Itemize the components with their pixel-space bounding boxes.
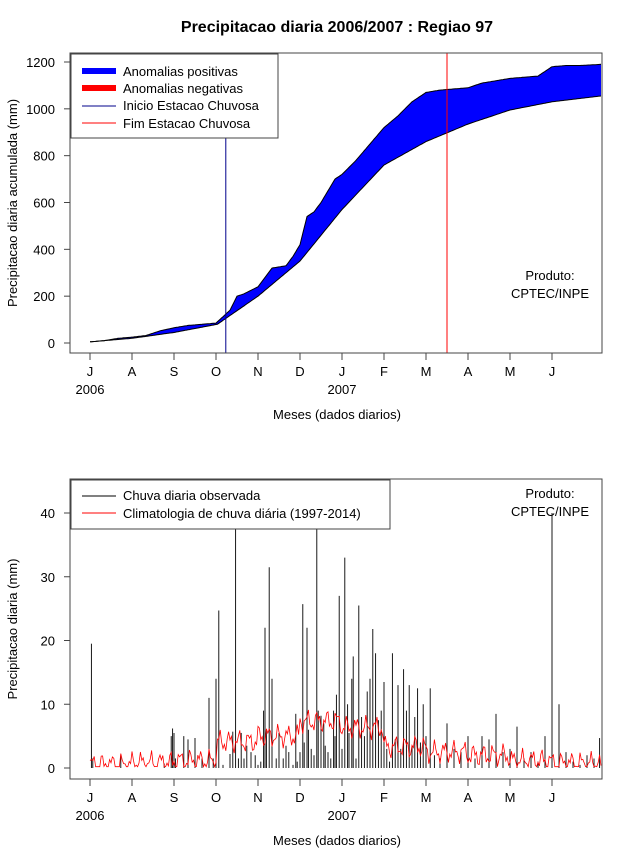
top-x-tick-label: M	[505, 364, 516, 379]
bottom-legend-box	[70, 479, 391, 530]
top-x-tick-label: D	[295, 364, 304, 379]
top-x-tick-label: S	[170, 364, 179, 379]
top-x-tick-label: O	[211, 364, 221, 379]
top-y-tick-label: 800	[33, 149, 55, 164]
top-x-tick-label: A	[128, 364, 137, 379]
legend-positive-label: Anomalias positivas	[123, 64, 238, 79]
observed-line	[89, 63, 602, 343]
top-legend: Anomalias positivas Anomalias negativas …	[70, 53, 279, 139]
top-x-tick-label: M	[421, 364, 432, 379]
legend-negative-label: Anomalias negativas	[123, 81, 243, 96]
bottom-x-tick-label: J	[87, 790, 94, 805]
top-annotation-line1: Produto:	[525, 268, 574, 283]
bottom-legend: Chuva diaria observada Climatologia de c…	[70, 479, 391, 530]
bottom-y-tick-label: 40	[41, 506, 55, 521]
top-y-axis-label: Precipitacao diaria acumulada (mm)	[5, 99, 20, 307]
top-y-tick-label: 400	[33, 242, 55, 257]
top-x-tick-label: J	[549, 364, 556, 379]
climatology-line	[89, 95, 602, 343]
top-x-tick-label: J	[87, 364, 94, 379]
top-x-tick-label: A	[464, 364, 473, 379]
bottom-x-tick-label: D	[295, 790, 304, 805]
bottom-x-tick-label: O	[211, 790, 221, 805]
bottom-y-axis-label: Precipitacao diaria (mm)	[5, 559, 20, 700]
daily-chart: 0 10 20 30 40 J A S O N D J F M A M J 2006 2007 Precipita…	[5, 478, 603, 848]
top-x-tick-label: N	[253, 364, 262, 379]
bottom-x-tick-label: J	[339, 790, 346, 805]
bottom-x-axis-label: Meses (dados diarios)	[273, 833, 401, 848]
bottom-y-tick-label: 10	[41, 697, 55, 712]
top-x-tick-label: F	[380, 364, 388, 379]
top-y-tick-label: 200	[33, 289, 55, 304]
legend-climatology-label: Climatologia de chuva diária (1997-2014)	[123, 506, 361, 521]
top-year-label: 2006	[76, 382, 105, 397]
bottom-plot-frame	[69, 478, 603, 780]
bottom-y-tick-label: 30	[41, 570, 55, 585]
positive-anomaly-area	[90, 64, 601, 342]
bottom-x-tick-label: A	[128, 790, 137, 805]
bottom-y-tick-label: 20	[41, 634, 55, 649]
top-x-tick-label: J	[339, 364, 346, 379]
top-year-label: 2007	[328, 382, 357, 397]
bottom-x-tick-label: F	[380, 790, 388, 805]
chart-title: Precipitacao diaria 2006/2007 : Regiao 9…	[181, 19, 493, 36]
bottom-x-tick-label: A	[464, 790, 473, 805]
bottom-x-tick-label: J	[549, 790, 556, 805]
bottom-x-tick-label: M	[421, 790, 432, 805]
top-y-tick-label: 0	[48, 336, 55, 351]
legend-start-label: Inicio Estacao Chuvosa	[123, 98, 260, 113]
top-y-tick-label: 600	[33, 196, 55, 211]
bottom-x-tick-label: M	[505, 790, 516, 805]
bottom-year-label: 2007	[328, 808, 357, 823]
bottom-x-tick-label: N	[253, 790, 262, 805]
bottom-annotation-line2: CPTEC/INPE	[511, 504, 589, 519]
bottom-annotation-line1: Produto:	[525, 486, 574, 501]
bottom-year-label: 2006	[76, 808, 105, 823]
top-y-tick-label: 1200	[26, 55, 55, 70]
top-annotation-line2: CPTEC/INPE	[511, 286, 589, 301]
top-x-axis-label: Meses (dados diarios)	[273, 407, 401, 422]
bottom-x-tick-label: S	[170, 790, 179, 805]
legend-observed-label: Chuva diaria observada	[123, 488, 261, 503]
top-y-tick-label: 1000	[26, 102, 55, 117]
climatology-daily-line	[89, 709, 602, 769]
bottom-y-tick-label: 0	[48, 761, 55, 776]
legend-end-label: Fim Estacao Chuvosa	[123, 116, 251, 131]
accumulated-chart: 0 200 400 600 800 1000 1200 J A S O N D J F M A M J 2006 20…	[5, 52, 603, 422]
